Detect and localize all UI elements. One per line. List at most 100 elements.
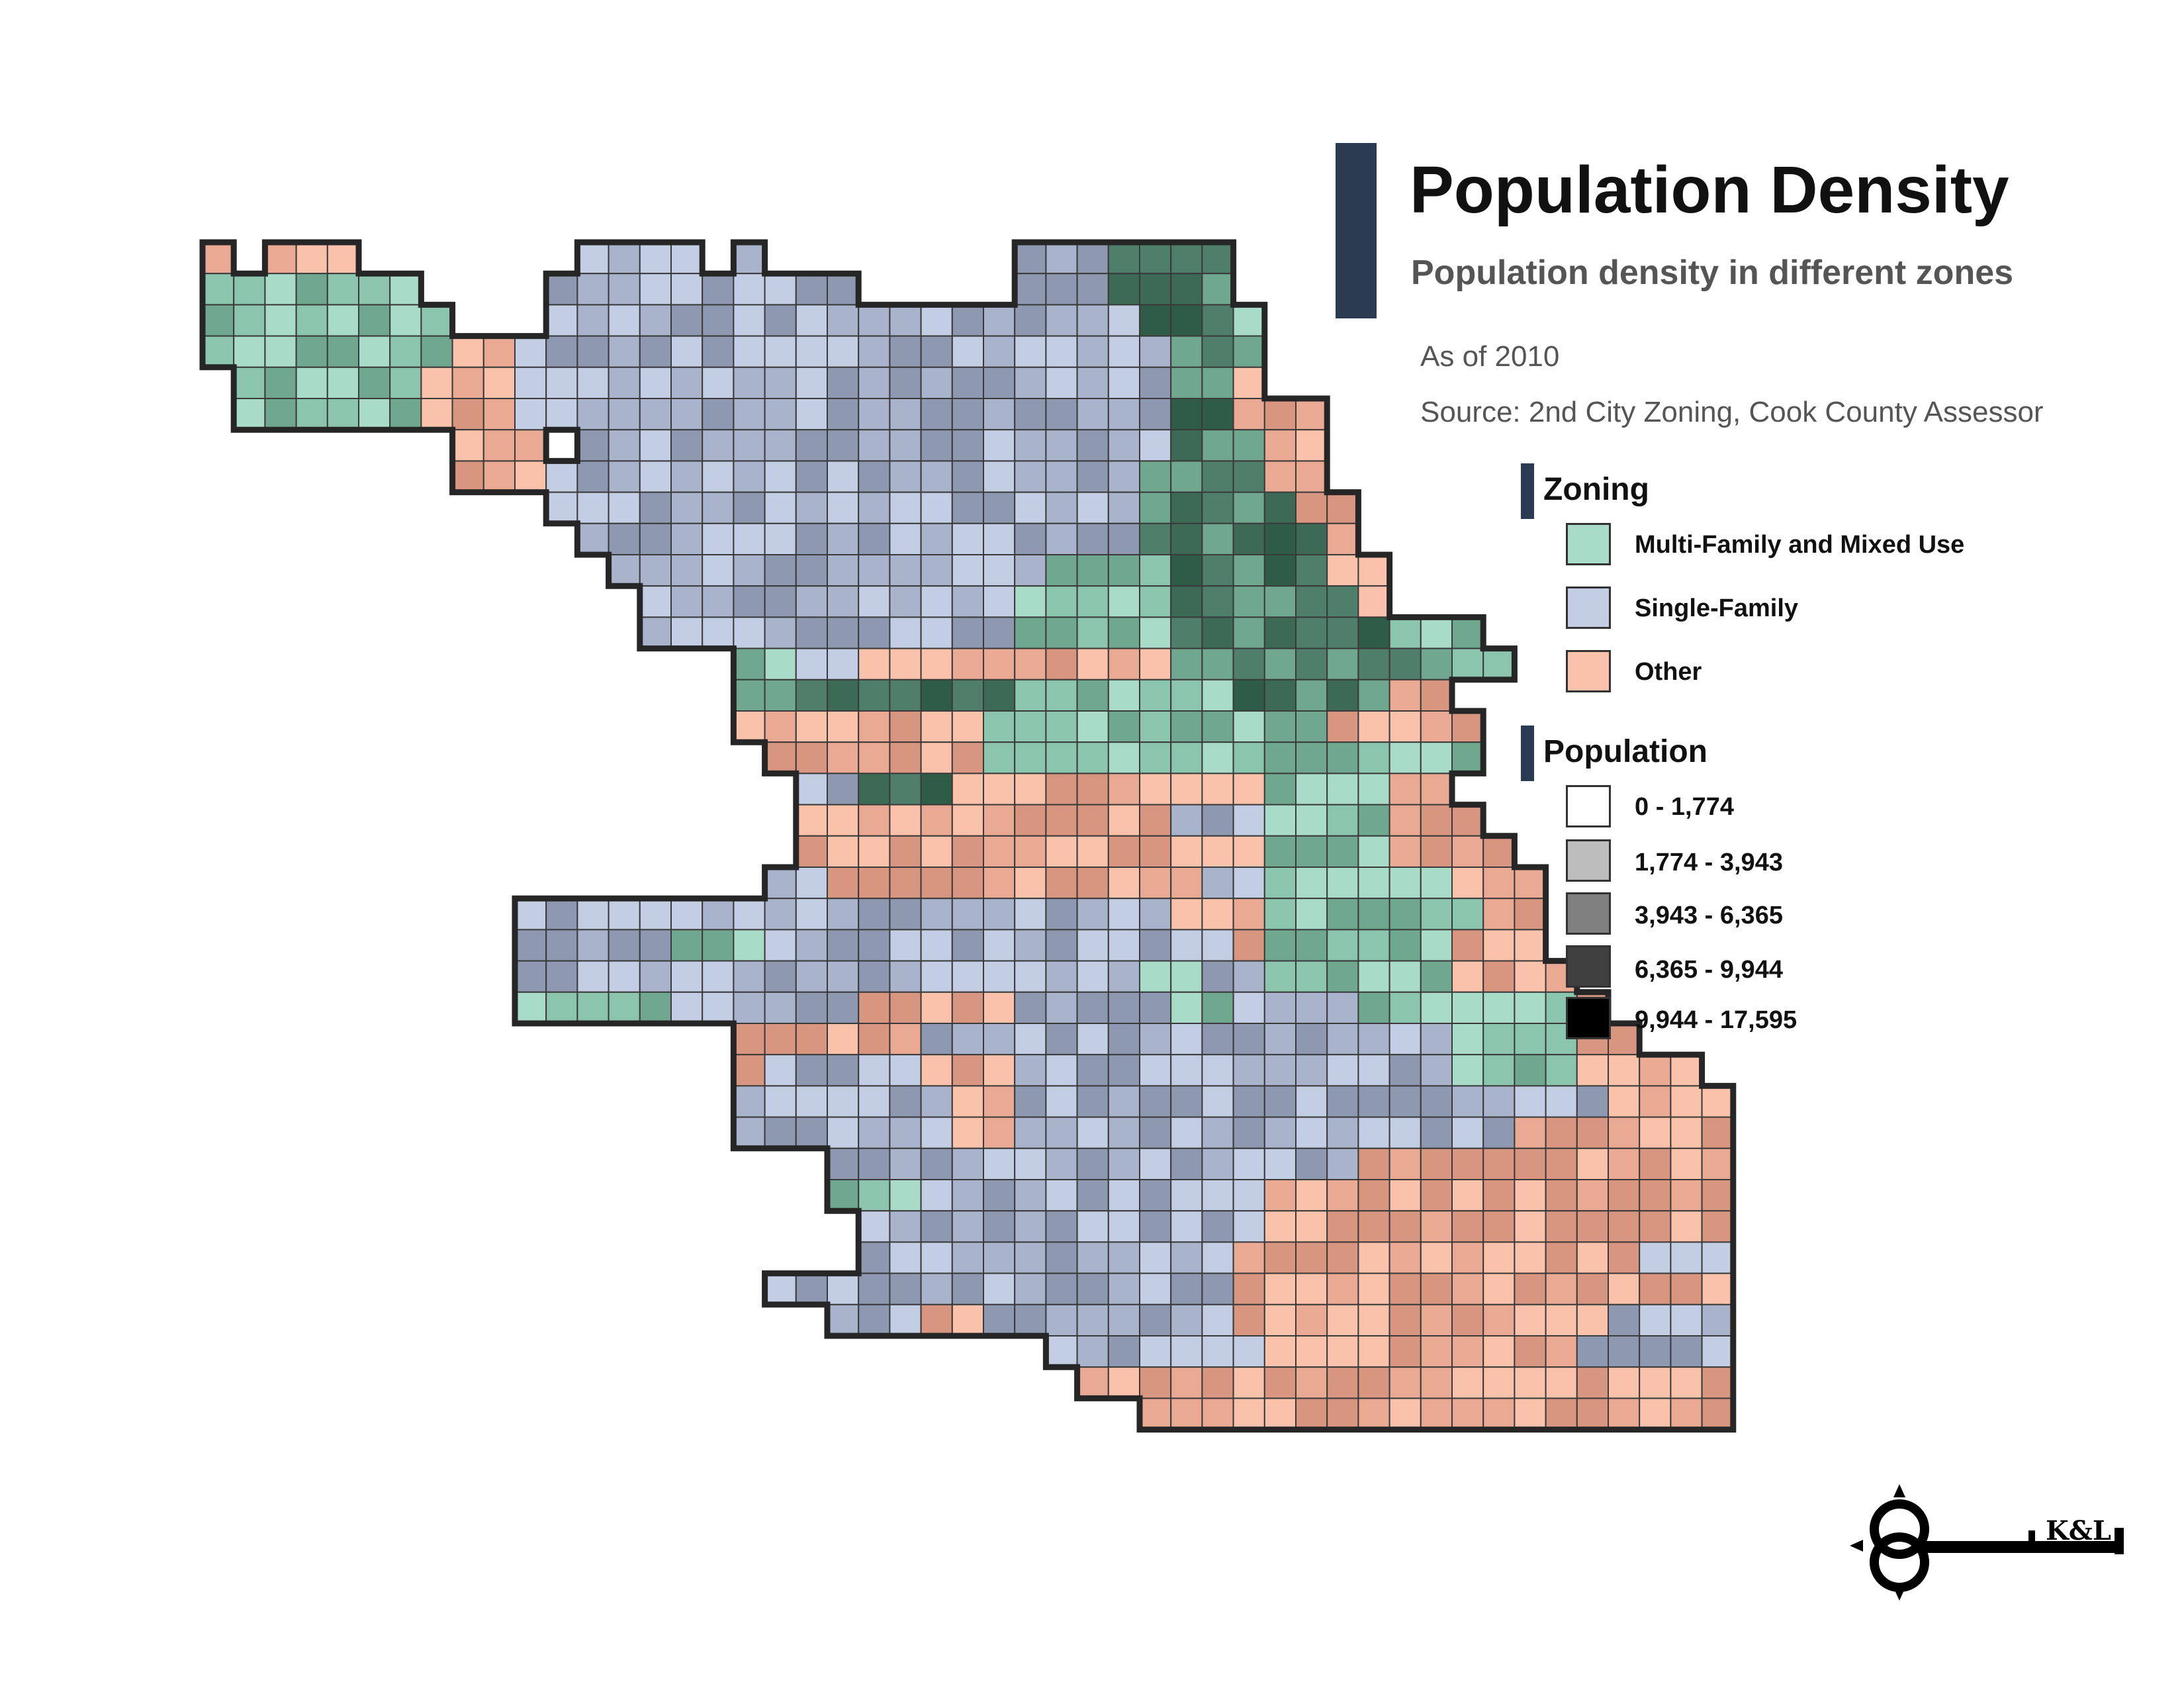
map-cell-single-family [733, 991, 766, 1025]
map-cell-other [1576, 1054, 1610, 1087]
map-cell-single-family [1045, 1116, 1078, 1149]
map-cell-single-family [889, 1054, 922, 1087]
map-cell-single-family [1263, 991, 1297, 1025]
map-cell-single-family [983, 585, 1016, 618]
map-cell-other [1420, 835, 1453, 868]
map-cell-multi-family [702, 929, 735, 962]
map-cell-multi-family [1420, 647, 1453, 680]
map-cell-other [1420, 804, 1453, 837]
map-cell-multi-family [1263, 585, 1297, 618]
map-cell-multi-family [1295, 647, 1328, 680]
map-cell-single-family [733, 585, 766, 618]
map-cell-single-family [1170, 1272, 1203, 1305]
map-cell-other [1514, 929, 1547, 962]
map-cell-single-family [889, 522, 922, 555]
map-cell-other [1701, 1085, 1734, 1118]
population-swatch-5 [1566, 997, 1611, 1039]
map-cell-single-family [1139, 1054, 1172, 1087]
map-cell-other [1232, 929, 1265, 962]
map-cell-single-family [1014, 1179, 1047, 1212]
map-cell-multi-family [1201, 366, 1234, 399]
map-cell-single-family [733, 616, 766, 649]
map-cell-multi-family [1170, 398, 1203, 431]
map-cell-multi-family [1170, 522, 1203, 555]
map-cell-other [264, 242, 297, 275]
map-cell-single-family [827, 898, 860, 931]
map-cell-single-family [1326, 1023, 1359, 1056]
map-cell-other [1263, 460, 1297, 493]
map-cell-other [1576, 1210, 1610, 1243]
map-cell-single-family [920, 960, 953, 993]
map-cell-other [1326, 1272, 1359, 1305]
map-cell-other [795, 1023, 829, 1056]
map-cell-other [1076, 1366, 1109, 1399]
map-cell-other [1139, 835, 1172, 868]
map-cell-single-family [1201, 1241, 1234, 1274]
map-cell-other [1357, 710, 1390, 743]
map-cell-single-family [795, 1085, 829, 1118]
map-cell-single-family [1076, 1241, 1109, 1274]
map-cell-multi-family [983, 710, 1016, 743]
map-cell-single-family [1420, 1023, 1453, 1056]
map-cell-single-family [827, 616, 860, 649]
map-cell-single-family [1170, 1116, 1203, 1149]
map-cell-other [1608, 1241, 1641, 1274]
map-cell-other [1357, 1335, 1390, 1368]
map-cell-other [951, 741, 985, 774]
map-cell-other [1482, 1241, 1516, 1274]
map-cell-multi-family [1420, 898, 1453, 931]
map-cell-other [1263, 398, 1297, 431]
map-cell-single-family [1232, 1054, 1265, 1087]
map-cell-single-family [1076, 1210, 1109, 1243]
map-cell-single-family [1545, 1085, 1578, 1118]
map-cell-single-family [1076, 304, 1109, 337]
map-cell-other [1639, 1147, 1672, 1181]
map-cell-single-family [983, 304, 1016, 337]
map-cell-single-family [920, 1023, 953, 1056]
map-cell-multi-family [1326, 647, 1359, 680]
map-cell-other [1670, 1272, 1703, 1305]
map-cell-single-family [795, 585, 829, 618]
map-cell-single-family [1014, 1272, 1047, 1305]
map-cell-single-family [1014, 491, 1047, 524]
map-cell-single-family [1045, 398, 1078, 431]
map-cell-other [1420, 710, 1453, 743]
map-cell-multi-family [1201, 741, 1234, 774]
map-cell-multi-family [1076, 554, 1109, 587]
map-cell-single-family [733, 273, 766, 306]
map-cell-multi-family [233, 304, 266, 337]
map-cell-other [1357, 554, 1390, 587]
map-cells [202, 242, 1734, 1430]
map-cell-single-family [1670, 1241, 1703, 1274]
map-cell-single-family [920, 1147, 953, 1181]
map-cell-multi-family [358, 304, 391, 337]
map-cell-other [1420, 1147, 1453, 1181]
map-cell-single-family [1232, 1147, 1265, 1181]
map-cell-other [1263, 1366, 1297, 1399]
map-cell-other [889, 867, 922, 900]
map-cell-other [1388, 1179, 1422, 1212]
map-cell-single-family [1514, 1085, 1547, 1118]
map-cell-multi-family [358, 273, 391, 306]
map-cell-other [1451, 1272, 1484, 1305]
map-cell-single-family [920, 585, 953, 618]
map-cell-multi-family [1139, 710, 1172, 743]
map-cell-other [1388, 1241, 1422, 1274]
map-cell-other [1451, 960, 1484, 993]
map-cell-single-family [733, 398, 766, 431]
map-cell-single-family [1326, 1054, 1359, 1087]
map-cell-single-family [764, 366, 797, 399]
map-cell-single-family [1107, 398, 1141, 431]
map-cell-multi-family [1201, 242, 1234, 275]
map-cell-other [1326, 1366, 1359, 1399]
map-cell-single-family [576, 898, 610, 931]
map-cell-single-family [858, 335, 891, 368]
map-cell-single-family [1076, 960, 1109, 993]
map-cell-single-family [1482, 1116, 1516, 1149]
map-cell-single-family [951, 960, 985, 993]
map-cell-single-family [1107, 1303, 1141, 1337]
map-cell-single-family [858, 960, 891, 993]
map-cell-single-family [1701, 1241, 1734, 1274]
map-cell-multi-family [1263, 741, 1297, 774]
map-cell-multi-family [1170, 991, 1203, 1025]
